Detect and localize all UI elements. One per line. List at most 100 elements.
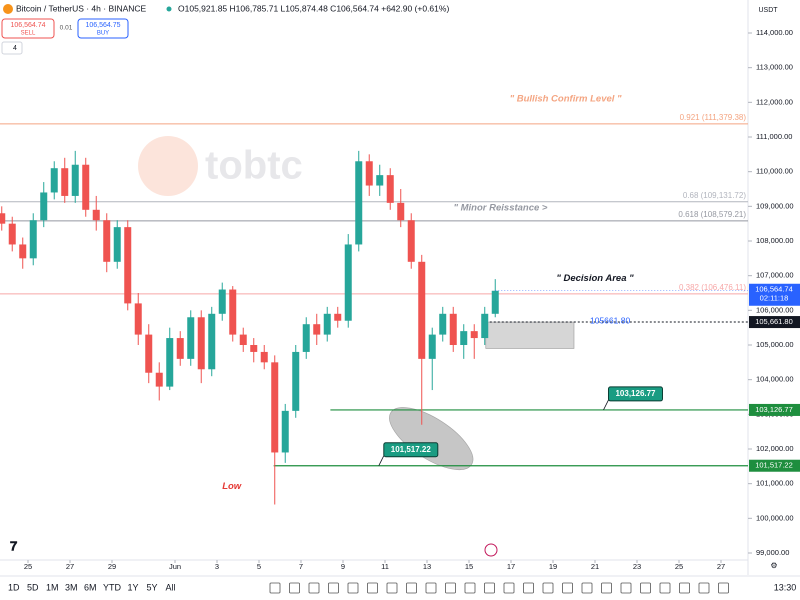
tool-icon[interactable]	[718, 582, 729, 594]
tv-logo: 𝟕	[10, 538, 18, 553]
candle-body	[71, 164, 79, 196]
fib-label: 0.68 (109,131.72)	[683, 191, 746, 200]
tool-icon[interactable]	[484, 582, 495, 594]
candle-body	[491, 290, 499, 314]
event-marker[interactable]	[484, 543, 498, 557]
y-tick-label: 109,000.00	[756, 201, 794, 210]
y-tick-label: 106,000.00	[756, 305, 794, 314]
tool-icon[interactable]	[542, 582, 554, 594]
tool-icon[interactable]	[289, 582, 300, 594]
tool-icon[interactable]	[659, 582, 671, 594]
x-tick-label: 11	[381, 562, 389, 571]
interval-badge-box[interactable]	[1, 41, 23, 55]
tool-icon[interactable]	[698, 582, 710, 594]
buy-label: BUY	[97, 31, 109, 37]
timeframe-button[interactable]: 5D	[27, 582, 39, 592]
watermark: tobtc	[205, 144, 303, 188]
x-tick-label: 25	[675, 562, 683, 571]
axis-price-label: 101,517.22	[755, 461, 793, 470]
candle-body	[386, 175, 394, 203]
x-tick-label: 15	[465, 562, 473, 571]
tool-icon[interactable]	[581, 582, 593, 594]
buy-price: 106,564.75	[85, 22, 120, 29]
tool-icon[interactable]	[386, 582, 398, 594]
candle-body	[260, 351, 268, 363]
tool-icon[interactable]	[620, 582, 632, 594]
x-tick-label: 9	[341, 562, 345, 571]
annotation: " Decision Area "	[556, 273, 634, 284]
tool-icon[interactable]	[445, 582, 456, 594]
bottom-toolbar: 1D 5D 1M 3M 6M YTD 1Y 5Y All	[8, 582, 729, 594]
x-tick-label: 27	[717, 562, 725, 571]
currency: USDT	[758, 7, 778, 14]
ohlc-info: O105,921.85 H106,785.71 L105,874.48 C106…	[178, 3, 449, 13]
timeframe-button[interactable]: 1Y	[128, 582, 139, 592]
axis-price-box	[749, 403, 800, 416]
callout-box	[607, 386, 663, 402]
fib-label: 0.382 (106,476.11)	[679, 283, 746, 292]
fib-label: 0.618 (108,579.21)	[678, 210, 746, 219]
candle-body	[407, 220, 415, 262]
tool-icon[interactable]	[269, 582, 281, 594]
axis-price-box	[749, 316, 800, 329]
tool-icon[interactable]	[308, 582, 320, 594]
candle-body	[208, 313, 216, 370]
candle-body	[8, 223, 16, 245]
x-tick-label: 25	[24, 562, 32, 571]
tool-icon[interactable]	[406, 582, 417, 594]
timeframe-button[interactable]: 1M	[46, 582, 59, 592]
candle-body	[470, 331, 478, 339]
candle-body	[344, 244, 352, 321]
tool-icon[interactable]	[464, 582, 476, 594]
timeframe-button[interactable]: 1D	[8, 582, 20, 592]
entry-label: 105661.80	[590, 315, 630, 325]
candle-body	[19, 244, 27, 259]
btc-icon	[3, 4, 13, 14]
y-tick-label: 101,000.00	[756, 479, 794, 488]
tool-icon[interactable]	[328, 582, 339, 594]
interval-badge: 4	[13, 45, 17, 52]
tool-icon[interactable]	[367, 582, 378, 594]
candle-body	[92, 209, 100, 221]
timeframe-button[interactable]: 5Y	[147, 582, 158, 592]
candle-body	[187, 317, 195, 359]
candle-body	[0, 213, 6, 224]
candle-body	[365, 161, 373, 186]
buy-button[interactable]	[77, 18, 129, 39]
x-tick-label: 29	[108, 562, 116, 571]
decision-box	[485, 321, 575, 349]
x-tick-label: 21	[591, 562, 599, 571]
candle-body	[313, 324, 321, 335]
timeframe-button[interactable]: 6M	[84, 582, 97, 592]
last-price-label: 106,564.74	[755, 285, 793, 294]
tool-icon[interactable]	[503, 582, 515, 594]
timeframe-button[interactable]: All	[166, 582, 176, 592]
tool-icon[interactable]	[523, 582, 534, 594]
symbol-title: Bitcoin / TetherUS · 4h · BINANCE	[16, 3, 147, 13]
y-tick-label: 102,000.00	[756, 444, 794, 453]
tool-icon[interactable]	[601, 582, 612, 594]
y-tick-label: 99,000.00	[756, 548, 789, 557]
candle-body	[292, 351, 300, 411]
settings-icon[interactable]: ⚙	[770, 561, 777, 570]
x-tick-label: 19	[549, 562, 557, 571]
candle-body	[281, 410, 289, 453]
clock: 13:30	[774, 582, 797, 592]
candle-body	[29, 220, 37, 259]
tool-icon[interactable]	[425, 582, 437, 594]
candle-body	[428, 334, 436, 359]
candle-body	[271, 362, 279, 453]
sell-button[interactable]	[1, 18, 55, 39]
timeframe-button[interactable]: YTD	[103, 582, 122, 592]
tool-icon[interactable]	[640, 582, 651, 594]
callout-label: 101,517.22	[391, 445, 432, 454]
y-tick-label: 112,000.00	[756, 97, 793, 106]
tool-icon[interactable]	[347, 582, 359, 594]
candle-body	[229, 289, 237, 335]
timeframe-button[interactable]: 3M	[65, 582, 78, 592]
candle-body	[481, 313, 489, 339]
tool-icon[interactable]	[562, 582, 573, 594]
y-tick-label: 108,000.00	[756, 236, 794, 245]
candle-body	[176, 338, 184, 359]
tool-icon[interactable]	[679, 582, 690, 594]
